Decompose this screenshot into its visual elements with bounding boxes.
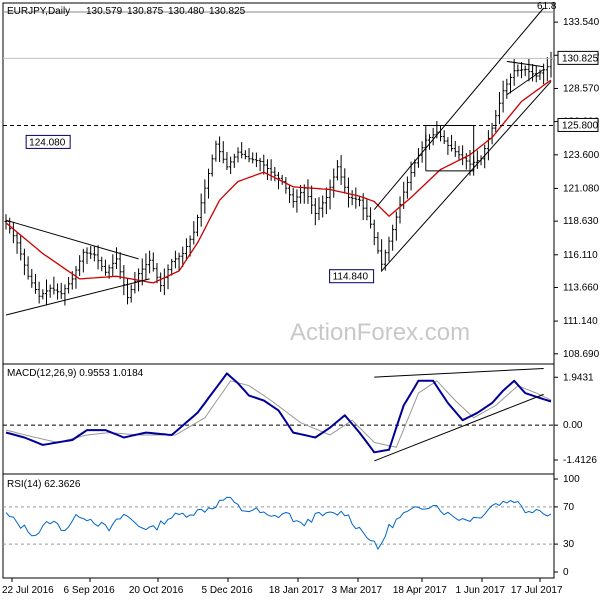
ema-line [5, 79, 552, 284]
macd-layer [3, 367, 554, 462]
macd-tick-label-2: -1.4126 [563, 455, 597, 466]
annotation-box-0 [25, 134, 71, 149]
axis-layer: 133.540131.060128.570126.090123.600121.0… [2, 17, 600, 596]
ohlc-open: 130.579 [86, 6, 123, 17]
macd-title: MACD(12,26,9) 0.9553 1.0184 [7, 368, 144, 379]
x-tick-label-6: 18 Apr 2017 [393, 585, 447, 596]
price-tick-label-4: 123.600 [563, 150, 600, 161]
x-tick-label-5: 3 Mar 2017 [332, 585, 383, 596]
ohlc-close: 130.825 [209, 6, 246, 17]
macd-tick-label-1: 0.00 [563, 420, 583, 431]
annotation-label-0: 124.080 [29, 137, 66, 148]
wedge-top [506, 60, 544, 68]
macd-line [5, 372, 552, 454]
price-tick-label-7: 116.110 [563, 250, 598, 261]
macd-tick-label-0: 1.9431 [563, 372, 594, 383]
level-box-0 [557, 117, 599, 132]
current-price-box [557, 50, 599, 65]
price-tick-label-0: 133.540 [563, 17, 600, 28]
channel-lower [381, 81, 552, 272]
rsi-title: RSI(14) 62.3626 [7, 479, 81, 490]
x-tick-label-2: 20 Oct 2016 [129, 585, 184, 596]
current-price-label: 130.825 [562, 53, 599, 64]
triangle-upper [5, 219, 139, 260]
x-tick-label-0: 22 Jul 2016 [2, 585, 54, 596]
price-tick-label-10: 108.690 [563, 349, 600, 360]
price-tick-label-9: 111.140 [563, 316, 598, 327]
ohlc-low: 130.480 [168, 6, 205, 17]
x-tick-label-8: 17 Jul 2017 [511, 585, 563, 596]
channel-upper [373, 7, 545, 210]
rsi-tick-label-2: 30 [563, 539, 575, 550]
rsi-tick-label-3: 0 [563, 567, 569, 578]
x-tick-label-4: 18 Jan 2017 [269, 585, 324, 596]
price-tick-label-6: 118.630 [563, 216, 599, 227]
fib-label: 61.8 [537, 1, 557, 12]
rsi-tick-label-1: 70 [563, 502, 575, 513]
price-layer: 61.8 124.080 114.840 [3, 1, 557, 316]
rsi-panel [2, 473, 555, 579]
annotation-label-1: 114.840 [333, 272, 369, 283]
price-title: EURJPY,Daily [7, 6, 70, 17]
x-tick-label-1: 6 Sep 2016 [64, 585, 116, 596]
price-tick-label-2: 128.570 [563, 83, 600, 94]
rsi-layer [3, 496, 554, 550]
annotation-box-1 [329, 269, 375, 284]
price-tick-label-5: 121.080 [563, 183, 600, 194]
macd-trend-upper [374, 367, 544, 378]
rsi-line [5, 496, 552, 550]
rsi-tick-label-0: 100 [563, 474, 580, 485]
level-label-0: 125.800 [562, 120, 599, 131]
wedge-bottom [506, 68, 544, 96]
ohlc-high: 130.875 [127, 6, 164, 17]
macd-signal-line [5, 380, 552, 448]
price-tick-label-8: 113.660 [563, 282, 599, 293]
watermark: ActionForex.com [290, 319, 470, 346]
x-tick-label-3: 5 Dec 2016 [202, 585, 254, 596]
x-tick-label-7: 1 Jun 2017 [456, 585, 506, 596]
triangle-lower [5, 278, 150, 316]
macd-trend-lower [374, 393, 544, 462]
